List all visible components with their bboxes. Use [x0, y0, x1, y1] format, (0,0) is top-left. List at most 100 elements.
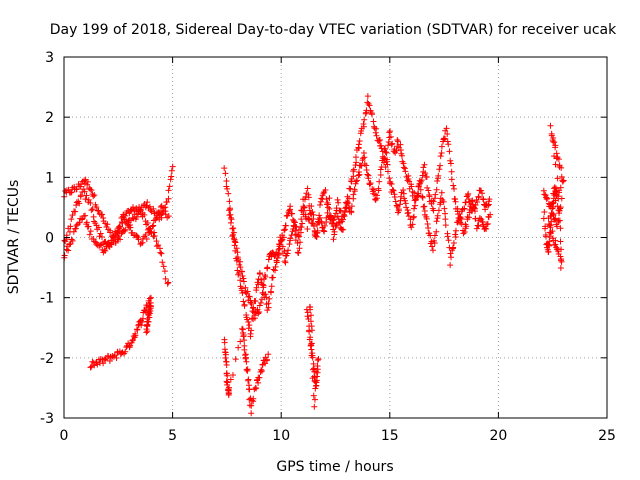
data-point: [221, 165, 228, 172]
data-point: [421, 161, 428, 168]
data-point: [445, 237, 452, 244]
data-point: [318, 195, 325, 202]
data-point: [296, 245, 303, 252]
data-point: [370, 118, 377, 125]
data-point: [438, 143, 445, 150]
data-point: [415, 183, 422, 190]
data-point: [237, 338, 244, 345]
data-point: [370, 186, 377, 193]
data-point: [420, 164, 427, 171]
data-point: [387, 180, 394, 187]
data-point: [330, 217, 337, 224]
data-point: [359, 155, 366, 162]
data-point: [435, 207, 442, 214]
data-point: [97, 230, 104, 237]
data-point: [146, 203, 153, 210]
data-point: [437, 162, 444, 169]
data-point: [388, 181, 395, 188]
data-point: [431, 232, 438, 239]
data-point: [355, 172, 362, 179]
data-point: [444, 138, 451, 145]
data-point: [169, 163, 176, 170]
x-tick-label: 5: [168, 428, 177, 444]
data-point: [393, 147, 400, 154]
data-point: [309, 208, 316, 215]
data-point: [375, 138, 382, 145]
data-point: [157, 204, 164, 211]
data-point: [360, 123, 367, 130]
data-point: [384, 161, 391, 168]
data-point: [340, 216, 347, 223]
data-point: [432, 191, 439, 198]
data-point: [94, 361, 101, 368]
data-point: [450, 240, 457, 247]
y-tick-label: -3: [40, 411, 54, 427]
data-point: [294, 249, 301, 256]
data-point: [166, 183, 173, 190]
data-point: [299, 220, 306, 227]
data-point: [460, 230, 467, 237]
data-point: [331, 231, 338, 238]
data-point: [444, 233, 451, 240]
data-point: [382, 145, 389, 152]
data-point: [388, 141, 395, 148]
data-point: [297, 239, 304, 246]
data-point: [227, 211, 234, 218]
data-point: [67, 223, 74, 230]
data-point: [144, 199, 151, 206]
data-point: [85, 196, 92, 203]
data-point: [232, 247, 239, 254]
data-point: [442, 210, 449, 217]
data-point: [132, 332, 139, 339]
data-point: [147, 303, 154, 310]
data-point: [127, 224, 134, 231]
data-point: [256, 309, 263, 316]
data-point: [411, 189, 418, 196]
data-point: [265, 300, 272, 307]
data-point: [227, 376, 234, 383]
data-point: [356, 137, 363, 144]
data-point: [123, 218, 130, 225]
data-point: [552, 241, 559, 248]
data-point: [88, 363, 95, 370]
y-tick-label: -1: [40, 291, 54, 307]
data-point: [465, 196, 472, 203]
data-point: [452, 227, 459, 234]
data-point: [240, 298, 247, 305]
data-point: [115, 227, 122, 234]
data-point: [464, 213, 471, 220]
data-point: [394, 137, 401, 144]
data-point: [400, 187, 407, 194]
data-point: [541, 208, 548, 215]
data-point: [442, 222, 449, 229]
data-point: [560, 177, 567, 184]
data-point: [363, 166, 370, 173]
data-point: [312, 232, 319, 239]
data-point: [228, 216, 235, 223]
x-tick-label: 20: [489, 428, 507, 444]
data-point: [229, 372, 236, 379]
data-point: [241, 346, 248, 353]
data-point: [106, 357, 113, 364]
data-point: [456, 211, 463, 218]
data-point: [373, 125, 380, 132]
data-point: [437, 153, 444, 160]
data-point: [469, 201, 476, 208]
data-point: [556, 217, 563, 224]
data-point: [480, 196, 487, 203]
data-point: [73, 186, 80, 193]
data-point: [314, 227, 321, 234]
data-point: [248, 315, 255, 322]
data-point: [397, 201, 404, 208]
data-point: [381, 155, 388, 162]
data-point: [309, 375, 316, 382]
data-point: [240, 278, 247, 285]
data-point: [475, 194, 482, 201]
data-point: [470, 204, 477, 211]
data-point: [147, 294, 154, 301]
data-point: [542, 225, 549, 232]
data-point: [104, 221, 111, 228]
y-tick-label: 3: [45, 50, 54, 66]
data-point: [479, 190, 486, 197]
data-point: [344, 200, 351, 207]
